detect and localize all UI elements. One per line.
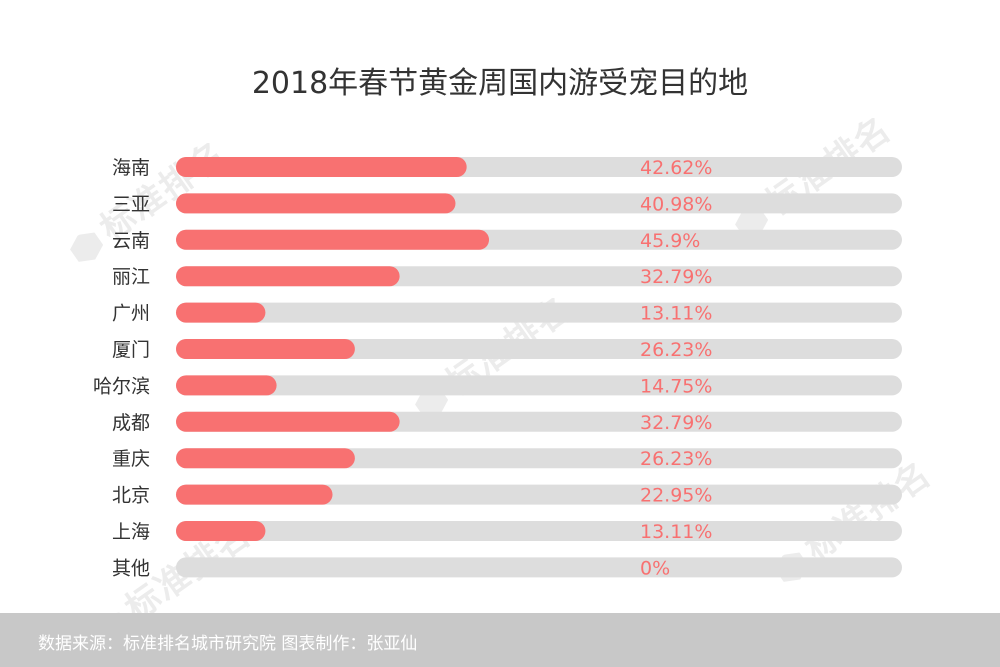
footer-bar: 数据来源：标准排名城市研究院 图表制作：张亚仙 [0,613,1000,667]
bar [176,448,355,469]
bar [176,484,333,505]
data-label: 42.62% [640,157,712,179]
category-label: 重庆 [112,448,150,470]
category-label: 云南 [112,230,150,252]
data-label: 26.23% [640,339,712,361]
category-label: 广州 [112,303,150,325]
bar-track [176,375,902,396]
data-label: 32.79% [640,266,712,288]
bar [176,521,266,541]
bar [176,157,467,177]
category-label: 其他 [112,557,150,579]
bar-track [176,339,902,359]
bar [176,266,400,287]
category-label: 成都 [112,412,150,434]
bar [176,339,355,359]
data-label: 13.11% [640,303,712,325]
bar-chart: 海南 42.62% 三亚 40.98% 云南 45.9% 丽江 32.79% 广州 13.11% 厦… [93,157,902,579]
category-label: 厦门 [112,339,150,361]
category-label: 三亚 [112,193,150,215]
bar-track [176,302,902,323]
bar-track [176,448,902,469]
data-label: 13.11% [640,521,712,543]
bar [176,302,266,323]
category-label: 北京 [112,485,150,507]
data-label: 26.23% [640,448,712,470]
chart-title: 2018年春节黄金周国内游受宠目的地 [251,66,749,101]
data-label: 0% [640,557,670,579]
category-label: 海南 [112,157,150,179]
bar-track [176,484,902,505]
bar [176,193,456,214]
category-label: 哈尔滨 [93,375,150,397]
data-label: 22.95% [640,485,712,507]
bar [176,411,400,432]
footer-source-text: 数据来源：标准排名城市研究院 图表制作：张亚仙 [38,634,418,654]
category-label: 上海 [112,521,150,543]
data-label: 40.98% [640,193,712,215]
bar [176,229,490,250]
data-label: 14.75% [640,375,712,397]
bar-track [176,521,902,541]
bar [176,375,277,396]
data-label: 45.9% [640,230,700,252]
category-label: 丽江 [112,266,150,288]
bar-track [176,557,902,578]
data-label: 32.79% [640,412,712,434]
